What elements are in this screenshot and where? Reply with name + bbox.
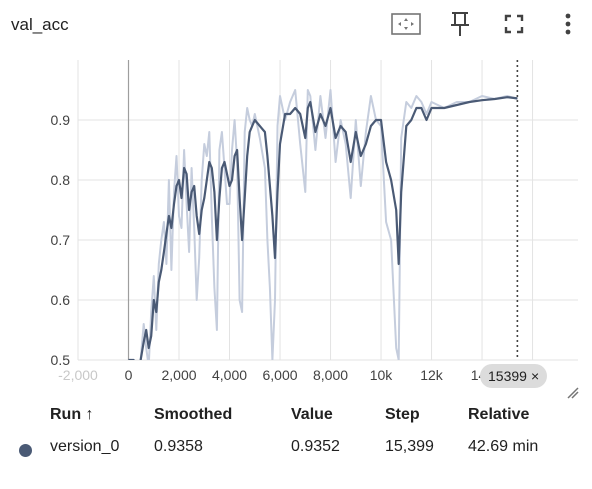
fullscreen-button[interactable] <box>498 10 530 42</box>
raw-series-line <box>128 89 518 360</box>
y-tick-label: 0.7 <box>51 232 71 248</box>
resize-handle-icon <box>567 387 579 399</box>
x-tick-label: 8,000 <box>313 367 348 383</box>
column-header-value[interactable]: Value <box>291 406 333 423</box>
run-color-dot <box>19 444 32 457</box>
y-tick-label: 0.6 <box>51 292 71 308</box>
x-tick-label: 4,000 <box>212 367 247 383</box>
run-name: version_0 <box>50 438 120 455</box>
close-icon[interactable]: × <box>530 368 540 384</box>
smoothed-value: 0.9358 <box>154 438 203 455</box>
plot-area <box>128 89 518 360</box>
pin-icon <box>449 11 471 42</box>
step-value: 15,399 <box>385 438 434 455</box>
step-cursor-label: 15399 <box>488 368 527 384</box>
x-tick-label: 0 <box>125 367 133 383</box>
column-header-run[interactable]: Run ↑ <box>50 406 94 423</box>
column-header-smoothed[interactable]: Smoothed <box>154 406 233 423</box>
more-options-button[interactable] <box>552 10 584 42</box>
fit-domain-icon <box>391 12 421 40</box>
step-cursor-chip[interactable]: 15399 × <box>480 364 548 388</box>
y-tick-label: 0.9 <box>51 112 71 128</box>
smoothed-series-line <box>128 96 518 360</box>
x-tick-label: 12k <box>420 367 444 383</box>
line-chart[interactable]: 0.5 0.6 0.7 0.8 0.9 -2,000 0 2,000 4,000 6,000 8,0… <box>0 0 592 410</box>
chart-title: val_acc <box>11 15 69 34</box>
y-tick-label: 0.5 <box>51 352 71 368</box>
raw-value: 0.9352 <box>291 438 340 455</box>
column-header-relative[interactable]: Relative <box>468 406 530 423</box>
pin-button[interactable] <box>444 10 476 42</box>
x-tick-label: 2,000 <box>161 367 196 383</box>
column-header-step[interactable]: Step <box>385 406 420 423</box>
relative-time: 42.69 min <box>468 438 539 455</box>
fullscreen-icon <box>504 14 524 39</box>
y-tick-label: 0.8 <box>51 172 71 188</box>
fit-domain-button[interactable] <box>390 10 422 42</box>
x-tick-label: 6,000 <box>262 367 297 383</box>
x-tick-label: 10k <box>370 367 394 383</box>
x-tick-label: -2,000 <box>58 367 98 383</box>
more-vert-icon <box>564 12 572 41</box>
